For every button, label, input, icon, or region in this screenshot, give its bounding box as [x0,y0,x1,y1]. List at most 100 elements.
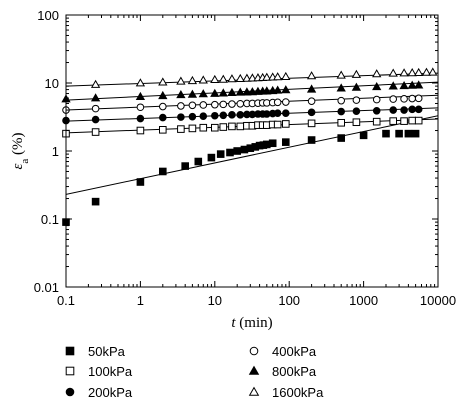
data-point-100kpa [236,122,245,131]
data-point-400kpa [236,99,245,108]
data-point-100kpa [273,120,282,129]
data-point-100kpa [372,117,381,126]
y-axis-title: εa (%) [10,132,31,169]
data-point-100kpa [400,117,408,125]
data-point-100kpa [389,117,398,125]
data-point-200kpa [389,106,398,114]
data-point-200kpa [236,111,245,119]
data-point-1600kpa [306,71,317,80]
data-point-1600kpa [407,68,417,77]
data-point-800kpa [247,87,258,96]
data-point-100kpa [228,122,236,131]
data-point-1600kpa [388,68,398,77]
data-point-200kpa [219,111,228,120]
legend-item-100kpa: 100kPa [65,364,133,379]
data-point-100kpa [188,124,197,133]
data-point-800kpa [176,90,186,99]
data-point-50kpa [226,148,234,157]
data-point-50kpa [233,147,241,155]
data-point-400kpa [337,96,346,105]
data-point-800kpa [262,86,272,95]
data-point-1600kpa [414,67,424,76]
data-point-200kpa [177,113,185,121]
data-point-100kpa [136,126,145,135]
data-point-200kpa [414,105,423,114]
data-point-100kpa [408,116,416,125]
data-point-400kpa [136,103,145,112]
data-point-1600kpa [235,73,245,82]
legend-item-1600kpa: 1600kPa [248,385,324,400]
legend-item-800kpa: 800kPa [248,364,317,379]
data-point-400kpa [158,102,167,111]
legend-label: 100kPa [88,364,133,379]
data-point-400kpa [188,101,197,110]
legend-item-400kpa: 400kPa [249,344,317,359]
data-point-400kpa [400,95,408,103]
data-point-50kpa [207,153,216,162]
data-point-800kpa [414,80,424,89]
x-tick-label: 1000 [349,293,378,308]
data-point-1600kpa [242,73,252,82]
series-1600kpa [90,67,438,88]
data-point-400kpa [219,100,228,109]
data-point-400kpa [389,95,398,103]
data-point-100kpa [91,128,100,136]
data-point-800kpa [306,84,317,93]
data-point-200kpa [228,111,236,119]
data-point-50kpa [268,139,277,148]
x-axis-title: t (min) [231,315,272,331]
axis-ticks [65,14,439,288]
data-point-1600kpa [218,74,228,83]
data-point-400kpa [408,94,416,103]
data-point-1600kpa [176,76,186,85]
data-point-200kpa [307,108,316,117]
legend-marker-800kpa [248,365,260,375]
series-400kpa [62,94,423,114]
data-point-200kpa [400,106,408,114]
data-point-200kpa [408,105,416,114]
data-point-200kpa [158,113,167,122]
data-point-1600kpa [262,72,272,81]
x-tick-label: 1 [137,293,144,308]
data-point-1600kpa [351,69,362,78]
data-point-400kpa [211,100,219,109]
data-point-50kpa [307,136,316,144]
data-point-800kpa [198,89,208,98]
data-point-100kpa [337,118,346,127]
data-point-800kpa [281,85,291,94]
data-point-1600kpa [198,75,208,84]
data-point-1600kpa [187,75,198,85]
data-point-200kpa [273,109,282,117]
legend-label: 50kPa [88,344,126,359]
data-point-800kpa [407,80,417,89]
data-point-200kpa [188,112,197,121]
data-point-800kpa [399,80,409,90]
data-point-800kpa [227,87,237,97]
legend-marker-400kpa [249,346,259,356]
data-point-200kpa [91,115,100,124]
y-tick-label: 10 [45,76,59,91]
data-point-400kpa [177,102,185,110]
data-point-100kpa [352,118,361,127]
data-point-1600kpa [135,78,146,87]
data-markers [61,67,438,226]
data-point-1600kpa [247,73,258,82]
data-point-200kpa [211,111,219,120]
data-point-100kpa [414,116,423,125]
series-200kpa [62,105,423,125]
data-point-50kpa [404,129,413,138]
data-point-1600kpa [428,67,438,76]
x-tick-label: 10 [208,293,222,308]
data-point-100kpa [158,126,167,134]
x-tick-label: 100 [278,293,300,308]
legend-marker-100kpa [65,366,75,376]
data-point-50kpa [158,167,167,176]
legend-label: 1600kPa [272,385,324,400]
legend-label: 200kPa [88,385,133,400]
legend-marker-50kpa [65,346,75,356]
y-tick-label: 0.1 [41,212,59,227]
y-tick-label: 1 [52,144,59,159]
data-point-800kpa [218,88,228,97]
data-point-100kpa [281,120,290,128]
